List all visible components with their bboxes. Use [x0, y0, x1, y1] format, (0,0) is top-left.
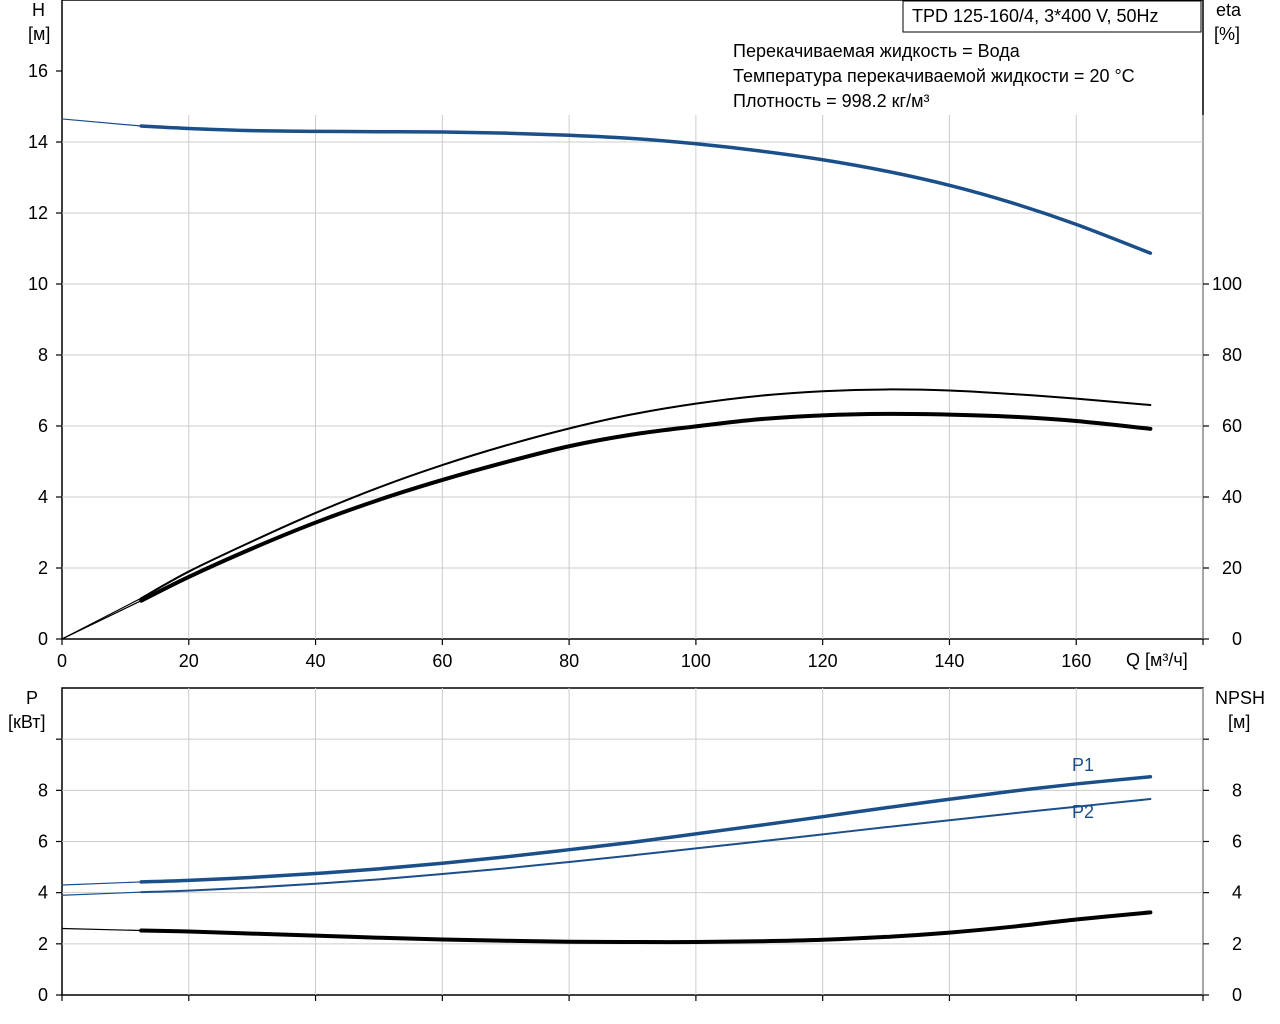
bottom-series: [61, 775, 1153, 945]
top-plot-frame: [61, 0, 1204, 640]
y-tick-label: 2: [38, 558, 48, 578]
x-tick-label: 20: [179, 651, 199, 671]
x-tick-label: 100: [681, 651, 711, 671]
bottom-y-title-unit: [кВт]: [8, 712, 46, 732]
x-tick-label: 120: [808, 651, 838, 671]
y-tick-label: 0: [38, 629, 48, 649]
top-series: [61, 118, 1153, 640]
top-y-right-title-symbol: eta: [1216, 0, 1242, 20]
y-tick-label: 8: [38, 780, 48, 800]
y-tick-label: 16: [28, 61, 48, 81]
series-line: [61, 891, 142, 896]
bottom-y-right-title-symbol: NPSH: [1215, 688, 1265, 708]
info-line-temperature: Температура перекачиваемой жидкости = 20…: [733, 66, 1135, 86]
bottom-y-right-title-unit: [м]: [1228, 712, 1250, 732]
y-right-tick-label: 80: [1222, 345, 1242, 365]
x-tick-label: 60: [432, 651, 452, 671]
top-x-title: Q [м³/ч]: [1126, 650, 1188, 670]
series-label-p2: P2: [1072, 802, 1094, 822]
y-right-tick-label: 8: [1232, 780, 1242, 800]
y-tick-label: 6: [38, 832, 48, 852]
info-line-fluid: Перекачиваемая жидкость = Вода: [733, 41, 1021, 61]
x-tick-label: 140: [934, 651, 964, 671]
power-npsh-plot: 0 2 4 6 8 0 2 4 6 8 P [кВт] NPSH [м] P1 P2: [8, 687, 1265, 1005]
top-y-right-title-unit: [%]: [1214, 24, 1240, 44]
y-right-tick-label: 4: [1232, 883, 1242, 903]
series-p1-line: [139, 775, 1153, 884]
y-right-tick-label: 0: [1232, 629, 1242, 649]
y-tick-label: 4: [38, 883, 48, 903]
model-label: TPD 125-160/4, 3*400 V, 50Hz: [912, 6, 1159, 26]
top-y-title-unit: [м]: [28, 24, 50, 44]
info-line-density: Плотность = 998.2 кг/м³: [733, 91, 929, 111]
x-tick-label: 0: [57, 651, 67, 671]
series-line: [61, 118, 142, 127]
y-tick-label: 0: [38, 985, 48, 1005]
series-line: [139, 411, 1153, 603]
y-tick-label: 14: [28, 132, 48, 152]
series-p2-line: [140, 798, 1152, 894]
y-right-tick-label: 60: [1222, 416, 1242, 436]
y-right-tick-label: 6: [1232, 832, 1242, 852]
series-line: [61, 927, 142, 932]
x-tick-label: 40: [306, 651, 326, 671]
top-y-title-symbol: H: [32, 0, 45, 20]
bottom-y-title-symbol: P: [26, 688, 38, 708]
series-line: [139, 910, 1153, 945]
y-right-tick-label: 100: [1212, 274, 1242, 294]
x-tick-label: 160: [1061, 651, 1091, 671]
y-right-tick-label: 0: [1232, 985, 1242, 1005]
series-line: [139, 124, 1153, 255]
y-right-tick-label: 20: [1222, 558, 1242, 578]
series-label-p1: P1: [1072, 755, 1094, 775]
y-tick-label: 6: [38, 416, 48, 436]
model-box: [902, 0, 1202, 33]
y-tick-label: 4: [38, 487, 48, 507]
y-right-tick-label: 40: [1222, 487, 1242, 507]
y-tick-label: 2: [38, 934, 48, 954]
bottom-ticks: 0 2 4 6 8 0 2 4 6 8: [38, 738, 1242, 1005]
series-line: [61, 881, 142, 886]
y-tick-label: 10: [28, 274, 48, 294]
series-line: [140, 388, 1152, 600]
x-tick-label: 80: [559, 651, 579, 671]
top-grid: [62, 115, 1204, 639]
y-tick-label: 12: [28, 203, 48, 223]
series-line: [61, 600, 142, 640]
y-right-tick-label: 2: [1232, 934, 1242, 954]
y-tick-label: 8: [38, 345, 48, 365]
